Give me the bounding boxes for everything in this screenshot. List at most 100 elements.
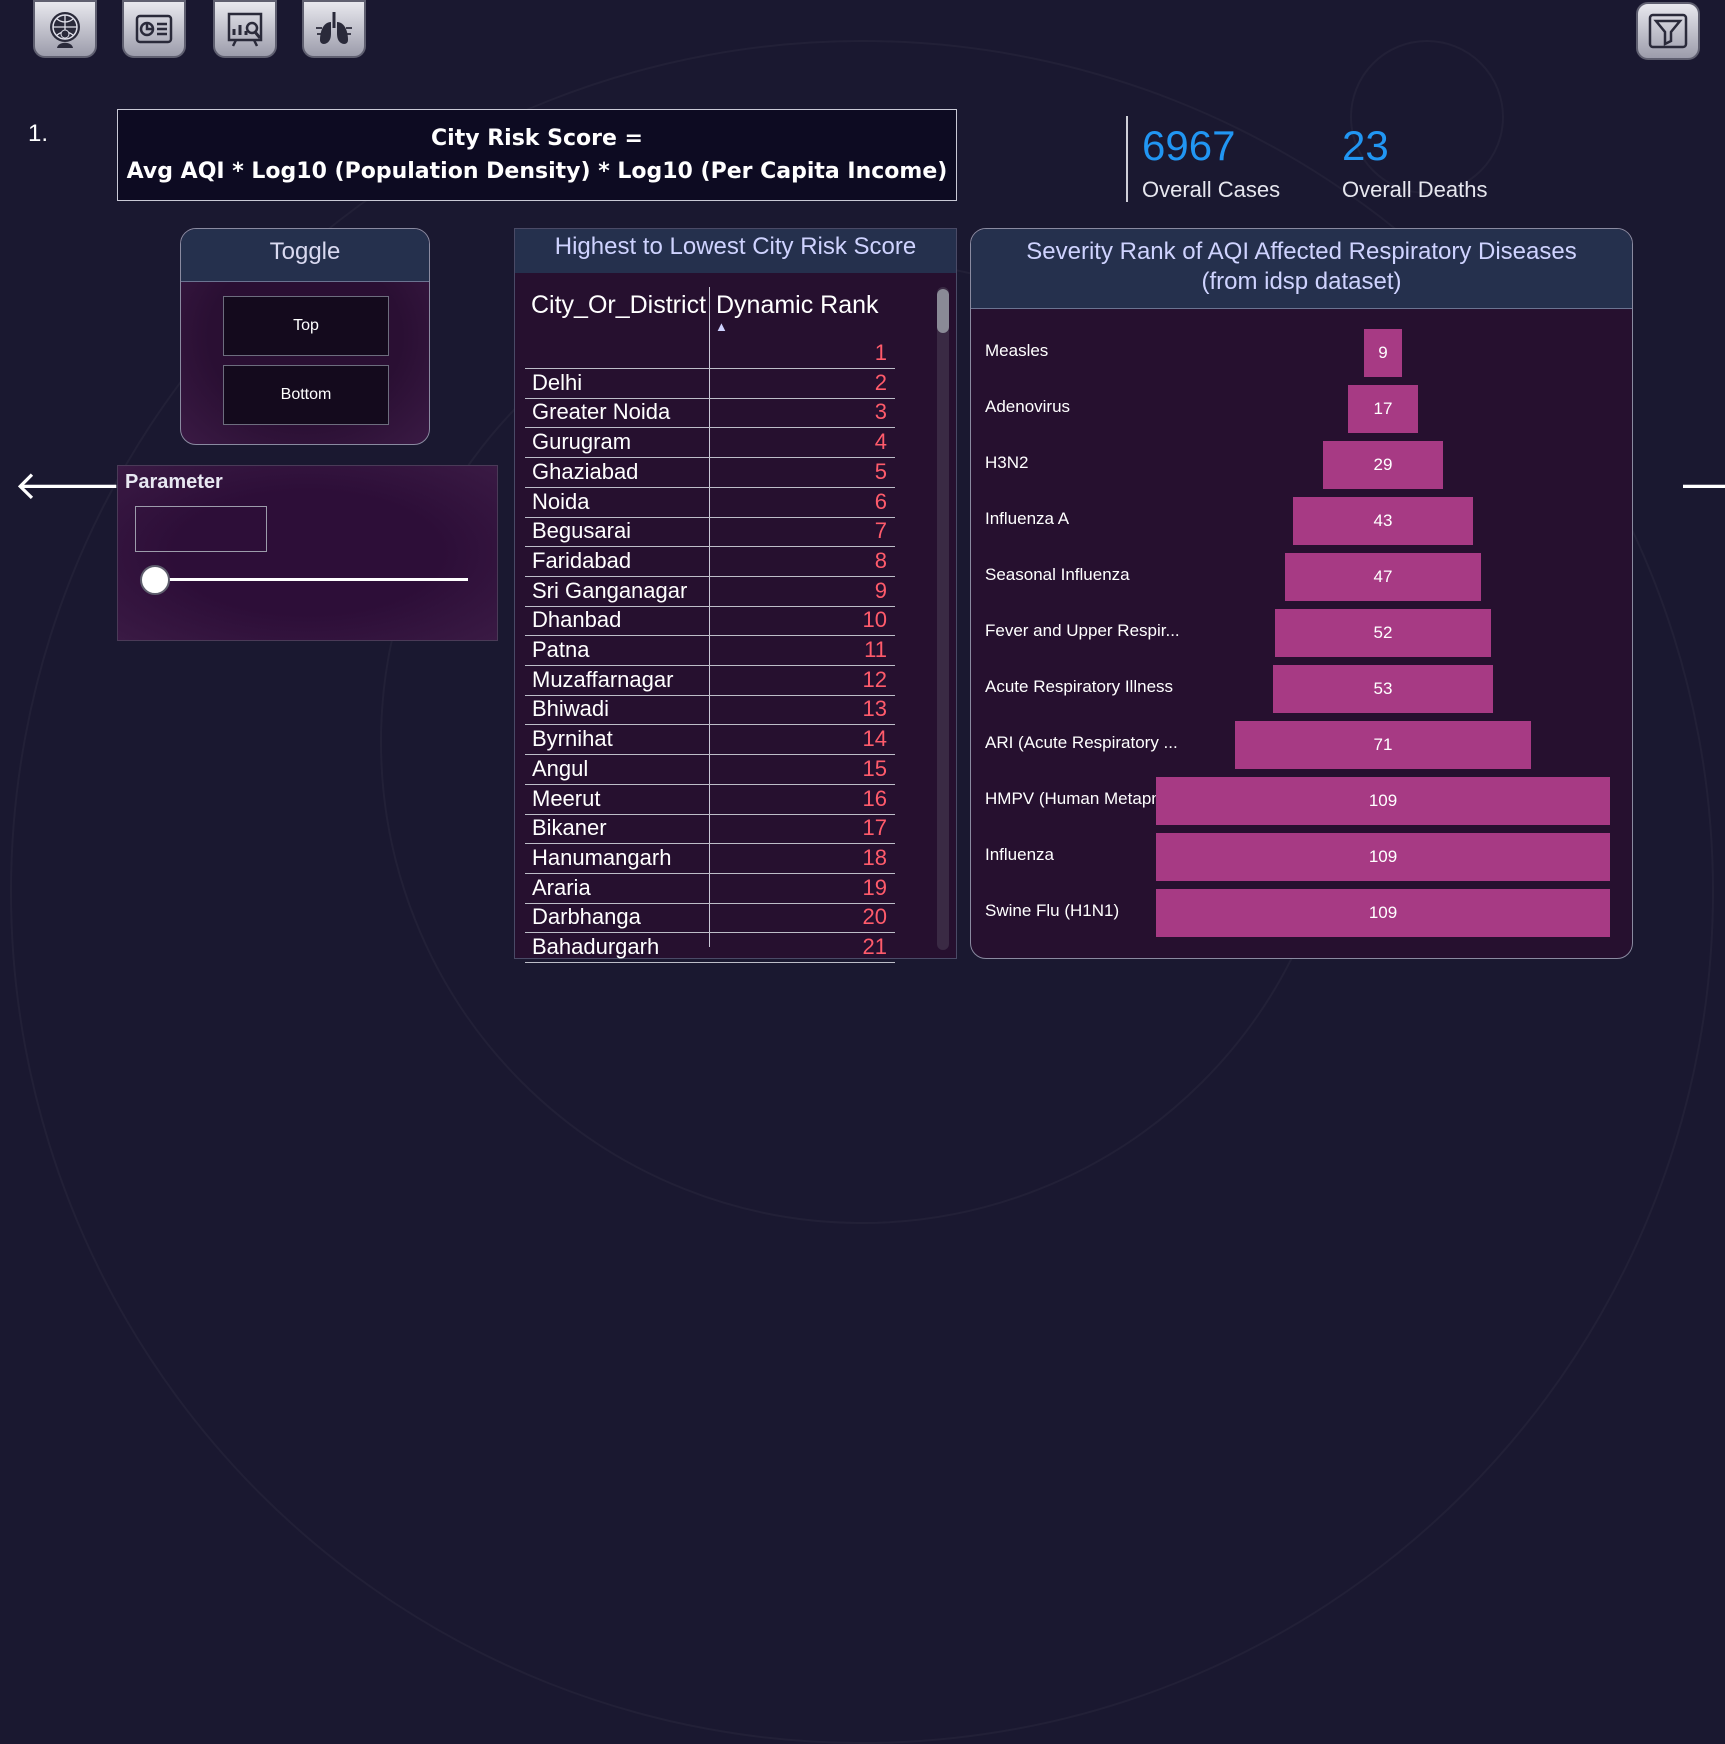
severity-bar[interactable]: 71 <box>1235 721 1531 769</box>
formula-line-2: Avg AQI * Log10 (Population Density) * L… <box>126 159 948 184</box>
parameter-card: Parameter <box>117 465 498 641</box>
city-cell: Darbhanga <box>532 904 641 930</box>
severity-rank-card: Severity Rank of AQI Affected Respirator… <box>970 228 1633 959</box>
severity-bar[interactable]: 109 <box>1156 833 1610 881</box>
table-row[interactable]: Muzaffarnagar 12 <box>525 666 895 696</box>
disease-label: Fever and Upper Respir... <box>985 621 1180 640</box>
table-row[interactable]: 1 <box>525 339 895 369</box>
city-cell: Gurugram <box>532 429 632 455</box>
rank-cell: 13 <box>862 696 887 722</box>
table-row[interactable]: Hanumangarh 18 <box>525 844 895 874</box>
table-row[interactable]: Byrnihat 14 <box>525 725 895 756</box>
city-cell: Ghaziabad <box>532 458 639 484</box>
table-row[interactable]: Angul 15 <box>525 755 895 785</box>
severity-title-line-1: Severity Rank of AQI Affected Respirator… <box>1026 238 1577 265</box>
home-page-button[interactable] <box>33 0 97 58</box>
filter-button[interactable] <box>1636 2 1700 60</box>
disease-label: Acute Respiratory Illness <box>985 677 1174 696</box>
city-risk-table-title: Highest to Lowest City Risk Score <box>515 229 956 273</box>
table-row[interactable]: Araria 19 <box>525 874 895 904</box>
table-row[interactable]: Sri Ganganagar 9 <box>525 577 895 607</box>
rank-cell: 20 <box>862 904 887 930</box>
table-scrollbar[interactable] <box>937 287 949 950</box>
lungs-icon <box>316 12 352 44</box>
toggle-title: Toggle <box>181 229 429 282</box>
rank-cell: 15 <box>862 755 887 781</box>
severity-bar[interactable]: 17 <box>1347 385 1419 433</box>
table-row[interactable]: Patna 11 <box>525 636 895 666</box>
column-divider <box>709 287 710 947</box>
kpi-divider <box>1126 116 1128 202</box>
table-row[interactable]: Begusarai 7 <box>525 517 895 548</box>
rank-cell: 2 <box>874 369 887 395</box>
city-cell: Bikaner <box>532 815 607 841</box>
table-row[interactable]: Darbhanga 20 <box>525 903 895 934</box>
severity-bar[interactable]: 43 <box>1293 497 1473 545</box>
table-row[interactable]: Faridabad 8 <box>525 547 895 577</box>
col-header-dynamic-rank[interactable]: Dynamic Rank <box>716 291 879 319</box>
table-row[interactable]: Noida 6 <box>525 488 895 518</box>
table-row[interactable]: Greater Noida 3 <box>525 398 895 429</box>
city-cell: Noida <box>532 488 590 514</box>
overall-deaths-value: 23 <box>1342 122 1389 169</box>
severity-bar[interactable]: 9 <box>1364 329 1402 377</box>
rank-cell: 3 <box>874 399 887 425</box>
disease-label: Measles <box>985 341 1049 360</box>
lungs-page-button[interactable] <box>302 0 366 58</box>
severity-bar[interactable]: 52 <box>1274 609 1492 657</box>
rank-cell: 18 <box>862 844 887 870</box>
city-cell: Muzaffarnagar <box>532 666 674 692</box>
next-page-arrow[interactable]: 🡒 <box>1678 466 1725 506</box>
rank-cell: 16 <box>862 785 887 811</box>
rank-cell: 7 <box>874 518 887 544</box>
severity-bar[interactable]: 47 <box>1285 553 1481 601</box>
top-button[interactable]: Top <box>223 296 389 356</box>
city-cell: Delhi <box>532 369 583 395</box>
disease-label: Influenza <box>985 845 1054 864</box>
parameter-slider-thumb[interactable] <box>140 565 170 595</box>
city-cell: Sri Ganganagar <box>532 577 688 603</box>
rank-cell: 17 <box>862 815 887 841</box>
disease-label: Adenovirus <box>985 397 1071 416</box>
previous-page-arrow[interactable]: 🡐 <box>14 464 122 508</box>
severity-bar[interactable]: 53 <box>1272 665 1494 713</box>
analytics-page-button[interactable] <box>213 0 277 58</box>
city-risk-table-card: Highest to Lowest City Risk Score City_O… <box>514 228 957 963</box>
overall-cases-value: 6967 <box>1142 122 1236 169</box>
rank-cell: 5 <box>874 458 887 484</box>
disease-label: Influenza A <box>985 509 1070 528</box>
parameter-slider-track[interactable] <box>156 578 468 581</box>
city-cell: Hanumangarh <box>532 844 672 870</box>
col-header-city[interactable]: City_Or_District <box>531 291 707 319</box>
city-cell: Meerut <box>532 785 601 811</box>
table-row[interactable]: Dhanbad 10 <box>525 606 895 637</box>
filter-icon <box>1648 13 1688 49</box>
table-row[interactable]: Ghaziabad 5 <box>525 458 895 488</box>
report-page-button[interactable] <box>122 0 186 58</box>
parameter-input[interactable] <box>135 506 267 552</box>
rank-cell: 10 <box>862 607 887 633</box>
severity-bar[interactable]: 109 <box>1156 777 1610 825</box>
table-row[interactable]: Meerut 16 <box>525 785 895 815</box>
rank-cell: 11 <box>864 637 887 662</box>
table-row[interactable]: Bikaner 17 <box>525 814 895 845</box>
background-ring <box>1350 40 1504 194</box>
city-cell: Greater Noida <box>532 399 671 425</box>
table-scroll-thumb[interactable] <box>937 289 949 333</box>
rank-cell: 19 <box>862 874 887 900</box>
disease-label: ARI (Acute Respiratory ... <box>985 733 1178 752</box>
city-cell: Begusarai <box>532 518 632 544</box>
city-cell: Bahadurgarh <box>532 934 660 959</box>
severity-bar[interactable]: 29 <box>1322 441 1444 489</box>
rank-cell: 4 <box>874 429 887 455</box>
table-row[interactable]: Bhiwadi 13 <box>525 695 895 726</box>
rank-cell: 12 <box>862 666 887 692</box>
table-row[interactable]: Bahadurgarh 21 <box>525 933 895 963</box>
overall-deaths-label: Overall Deaths <box>1342 177 1488 202</box>
table-row[interactable]: Gurugram 4 <box>525 428 895 459</box>
severity-bar[interactable]: 109 <box>1156 889 1610 937</box>
table-row[interactable]: Delhi 2 <box>525 369 895 399</box>
report-list-icon <box>135 14 173 44</box>
disease-label: Seasonal Influenza <box>985 565 1130 584</box>
bottom-button[interactable]: Bottom <box>223 365 389 425</box>
